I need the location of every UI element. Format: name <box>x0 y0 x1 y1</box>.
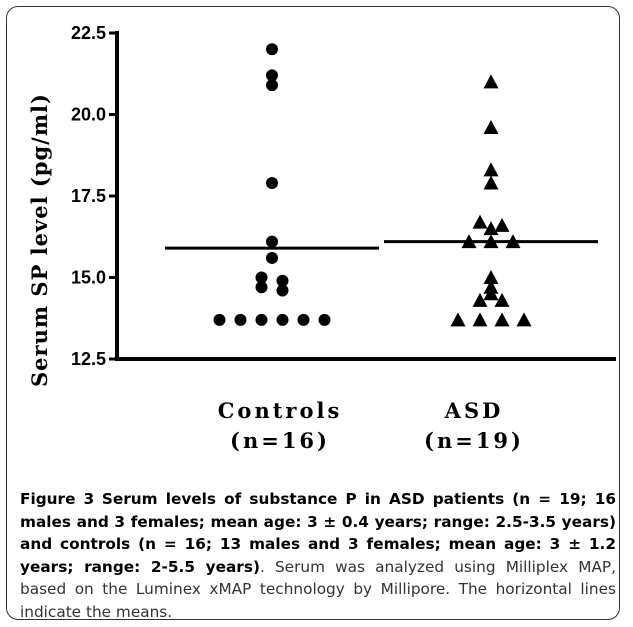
category-count: (n=16) <box>230 428 330 453</box>
data-point-triangle <box>494 217 510 232</box>
figure-label: Figure 3 <box>20 490 95 508</box>
data-point-triangle <box>472 292 488 307</box>
data-point-circle <box>213 313 226 326</box>
data-point-circle <box>276 274 289 287</box>
data-point-triangle <box>483 74 499 89</box>
category-count: (n=19) <box>424 428 524 453</box>
data-point-triangle <box>483 221 499 236</box>
figure-caption: Figure 3 Serum levels of substance P in … <box>20 488 616 623</box>
data-point-triangle <box>450 312 466 327</box>
scatter-chart: 12.5 15.0 17.5 20.0 22.5 <box>71 23 616 369</box>
x-category-asd: ASD (n=19) <box>384 396 564 456</box>
data-point-circle <box>266 235 278 248</box>
caption-regular: . Serum was analyzed using Milliplex MAP… <box>20 557 616 621</box>
data-point-circle <box>297 313 310 326</box>
data-point-circle <box>255 281 268 294</box>
category-label: Controls <box>217 398 343 423</box>
data-point-triangle <box>516 312 532 327</box>
data-point-circle <box>318 313 331 326</box>
data-point-triangle <box>483 162 499 177</box>
y-tick-label: 20.0 <box>71 105 106 125</box>
data-point-triangle <box>483 270 499 284</box>
data-points <box>213 43 532 327</box>
data-point-triangle <box>483 120 499 135</box>
caption-bold: Serum levels of substance P in ASD patie… <box>20 490 616 576</box>
y-tick-label: 22.5 <box>71 23 106 43</box>
data-point-circle <box>255 313 268 326</box>
data-point-triangle <box>472 214 488 229</box>
data-point-circle <box>234 313 247 326</box>
data-point-circle <box>266 43 278 56</box>
data-point-triangle <box>494 312 510 327</box>
data-point-circle <box>276 313 289 326</box>
data-point-circle <box>276 284 289 297</box>
data-point-circle <box>266 69 278 82</box>
axes <box>115 31 616 361</box>
data-point-circle <box>266 176 278 189</box>
y-axis-title: Serum SP level (pg/ml) <box>27 93 52 387</box>
y-tick-label: 15.0 <box>71 268 106 288</box>
data-point-triangle <box>494 292 510 307</box>
y-tick-label: 12.5 <box>71 349 106 369</box>
y-tick-label: 17.5 <box>71 186 106 206</box>
mean-lines <box>165 240 598 250</box>
data-point-circle <box>255 271 268 284</box>
category-label: ASD <box>444 398 504 423</box>
data-point-circle <box>266 79 278 92</box>
data-point-triangle <box>483 175 499 190</box>
y-ticks: 12.5 15.0 17.5 20.0 22.5 <box>71 23 117 369</box>
x-category-controls: Controls (n=16) <box>190 396 370 456</box>
data-point-triangle <box>472 312 488 327</box>
data-point-circle <box>266 251 278 264</box>
figure-frame <box>6 6 620 620</box>
data-point-triangle <box>483 286 499 301</box>
